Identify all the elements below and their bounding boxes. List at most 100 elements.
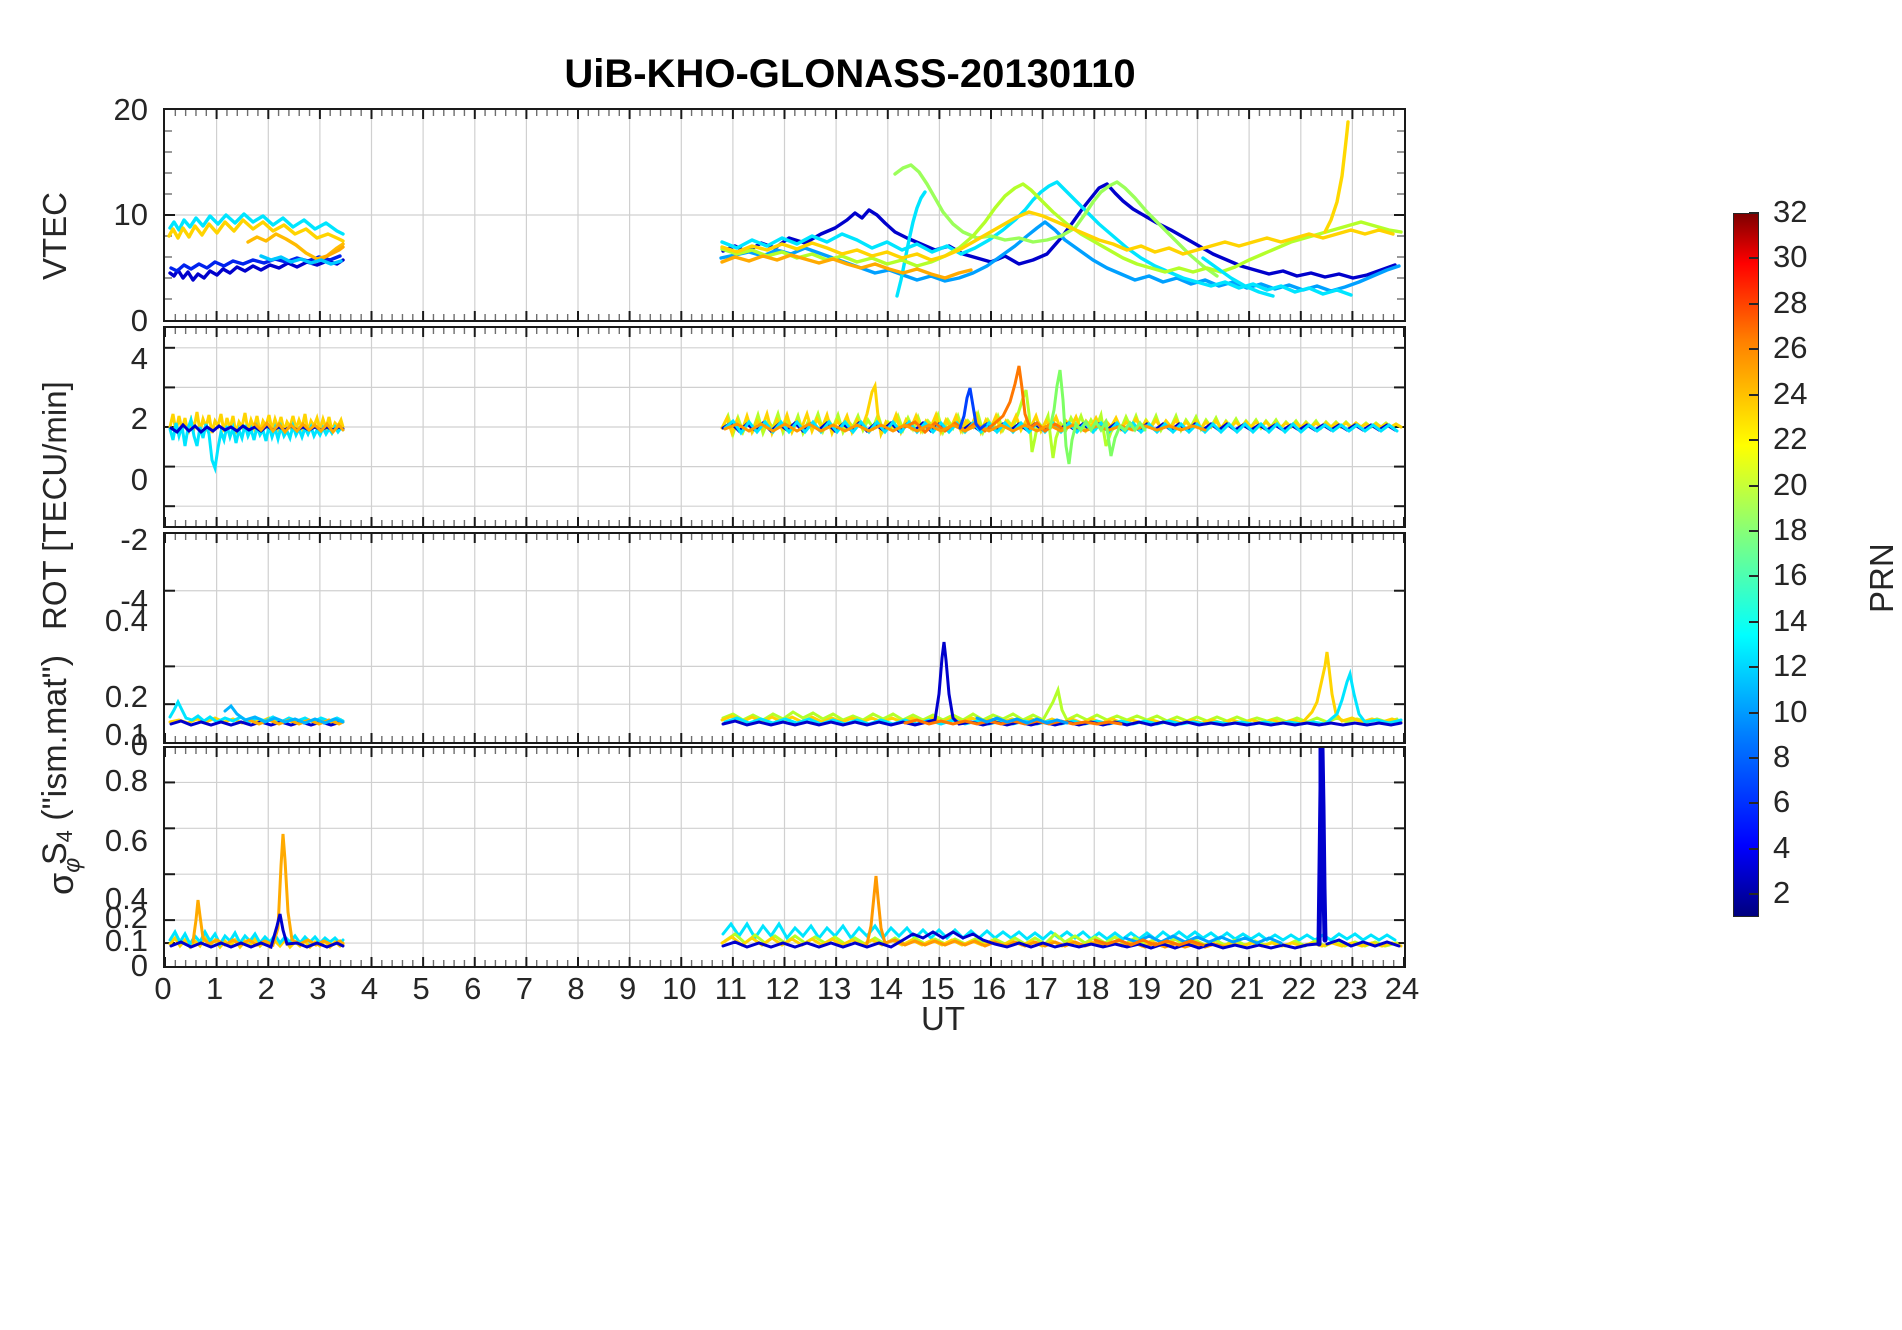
xtick-label-17: 17	[1023, 971, 1058, 1006]
ytick-rot-m4: -4	[120, 583, 148, 618]
panel-vtec	[163, 108, 1406, 322]
ylabel-rot-text: ROT [TECU/min]	[36, 381, 73, 630]
colorbar-label-28: 28	[1773, 284, 1808, 320]
xtick-label-2: 2	[257, 971, 275, 1006]
panel-s4-canvas	[165, 534, 1404, 742]
xtick-label-21: 21	[1229, 971, 1265, 1006]
xtick-label-18: 18	[1075, 971, 1110, 1006]
colorbar-tick-32	[1749, 212, 1759, 214]
ytick-sp-01: 0.1	[104, 923, 148, 958]
xtick-label-1: 1	[206, 971, 224, 1006]
colorbar-tick-8	[1749, 757, 1759, 760]
ylabel-s4: S4 ("ism.mat")	[36, 654, 78, 865]
xtick-label-8: 8	[567, 971, 585, 1006]
panel-rot	[163, 326, 1406, 528]
colorbar-tick-16	[1749, 575, 1759, 578]
colorbar-label-30: 30	[1773, 239, 1808, 275]
panel-sigma-phi	[163, 746, 1406, 968]
xtick-label-16: 16	[971, 971, 1007, 1006]
xtick-label-6: 6	[464, 971, 482, 1006]
xtick-label-5: 5	[412, 971, 430, 1006]
colorbar-label-22: 22	[1773, 421, 1808, 457]
ytick-rot-m2: -2	[120, 522, 148, 557]
colorbar-gradient	[1733, 213, 1759, 917]
data-traces-sigma-phi	[168, 748, 1403, 950]
ytick-sp-08: 0.8	[104, 763, 148, 798]
data-traces-s4	[168, 641, 1403, 727]
xaxis-label: UT	[921, 1000, 965, 1037]
colorbar-tick-28	[1749, 302, 1759, 305]
gridlines-vtec	[165, 110, 1404, 320]
xtick-label-15: 15	[920, 971, 955, 1006]
colorbar-tick-14	[1749, 620, 1759, 623]
xtick-label-12: 12	[765, 971, 800, 1006]
ytick-s4-04: 0.4	[104, 603, 148, 638]
phi-subscript: φ	[58, 857, 85, 873]
xtick-label-7: 7	[515, 971, 533, 1006]
figure-title: UiB-KHO-GLONASS-20130110	[564, 52, 1136, 96]
xtick-label-3: 3	[309, 971, 327, 1006]
xtick-label-13: 13	[816, 971, 852, 1006]
ytick-s4-02: 0.2	[104, 679, 148, 714]
ytick-vtec-10: 10	[113, 197, 148, 232]
colorbar-title: PRN	[1863, 543, 1900, 613]
ytick-vtec-0: 0	[130, 303, 148, 338]
colorbar-label-18: 18	[1773, 511, 1808, 547]
colorbar-tick-10	[1749, 711, 1759, 714]
data-traces-vtec	[167, 120, 1403, 298]
colorbar-tick-24	[1749, 393, 1759, 396]
ytick-sp-02: 0.2	[104, 900, 148, 935]
colorbar-label-24: 24	[1773, 375, 1808, 411]
xtick-label-4: 4	[360, 971, 379, 1006]
panel-s4	[163, 532, 1406, 744]
ylabel-vtec: VTEC	[36, 192, 74, 280]
colorbar-label-4: 4	[1773, 829, 1791, 865]
colorbar: 2 4 6 8 10 12 14 16 18 20 22 24 26 28 30 32 PRN	[1733, 196, 1902, 917]
colorbar-label-8: 8	[1773, 739, 1791, 775]
ytick-sp-04: 0.4	[104, 881, 148, 916]
colorbar-tick-6	[1749, 802, 1759, 805]
colorbar-tick-4	[1749, 847, 1759, 850]
data-traces-rot	[168, 365, 1403, 474]
ytick-sp-0: 0	[130, 948, 148, 983]
ytick-sp-06: 0.6	[104, 823, 148, 858]
colorbar-tick-26	[1749, 348, 1759, 351]
colorbar-label-20: 20	[1773, 466, 1808, 502]
xtick-label-10: 10	[662, 971, 697, 1006]
colorbar-label-12: 12	[1773, 648, 1808, 684]
colorbar-label-26: 26	[1773, 330, 1808, 366]
panel-sigma-phi-canvas	[165, 748, 1404, 966]
xtick-label-14: 14	[868, 971, 903, 1006]
ytick-rot-4: 4	[130, 341, 148, 376]
colorbar-tick-12	[1749, 666, 1759, 669]
ytick-vtec-20: 20	[113, 92, 148, 127]
ylabel-rot: ROT [TECU/min]	[36, 381, 74, 630]
xtick-label-23: 23	[1333, 971, 1368, 1006]
panel-vtec-canvas	[165, 110, 1404, 320]
colorbar-label-2: 2	[1773, 875, 1791, 911]
s4-subscript: 4	[52, 830, 78, 843]
ticks-vtec	[165, 110, 1404, 320]
xtick-label-0: 0	[154, 971, 172, 1006]
colorbar-label-32: 32	[1773, 194, 1808, 229]
xtick-label-20: 20	[1178, 971, 1213, 1006]
xtick-label-9: 9	[619, 971, 637, 1006]
ylabel-sigma-phi: σφ	[40, 857, 85, 895]
ylabel-vtec-text: VTEC	[36, 191, 73, 280]
colorbar-label-10: 10	[1773, 693, 1808, 729]
ytick-rot-0: 0	[130, 462, 148, 497]
panel-rot-canvas	[165, 328, 1404, 526]
colorbar-tick-2	[1749, 893, 1759, 896]
colorbar-label-14: 14	[1773, 602, 1808, 638]
colorbar-tick-22	[1749, 439, 1759, 442]
xtick-label-11: 11	[714, 971, 747, 1006]
colorbar-tick-20	[1749, 484, 1759, 487]
colorbar-label-16: 16	[1773, 557, 1808, 593]
xtick-label-19: 19	[1126, 971, 1162, 1006]
xtick-label-22: 22	[1281, 971, 1316, 1006]
ytick-s4-01: 0.1	[104, 717, 148, 752]
ytick-s4-0: 0	[130, 727, 148, 762]
colorbar-label-6: 6	[1773, 784, 1791, 820]
colorbar-tick-18	[1749, 529, 1759, 532]
